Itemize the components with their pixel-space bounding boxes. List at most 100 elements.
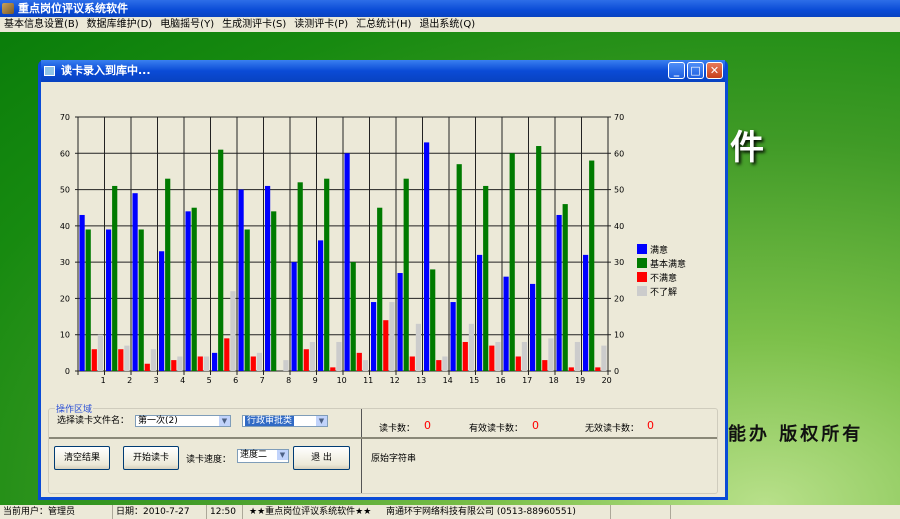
bar-基本满意-4 xyxy=(165,178,171,371)
bar-满意-9 xyxy=(291,262,297,371)
menu-read-card[interactable]: 读测评卡(P) xyxy=(294,19,349,30)
x-tick-label: 1 xyxy=(101,376,106,385)
bar-基本满意-13 xyxy=(403,178,409,371)
maximize-button[interactable]: □ xyxy=(687,62,704,79)
desktop-copyright: 能办 版权所有 xyxy=(728,424,864,445)
legend-item: 不满意 xyxy=(637,270,686,284)
bar-基本满意-8 xyxy=(271,211,277,371)
legend-label: 不了解 xyxy=(650,287,678,298)
bar-基本满意-16 xyxy=(483,185,489,371)
divider-horizontal xyxy=(49,437,717,439)
x-tick-label: 4 xyxy=(180,376,185,385)
bar-满意-3 xyxy=(132,193,138,371)
x-tick-label: 17 xyxy=(522,376,532,385)
speed-select[interactable]: 速度二 ▼ xyxy=(237,449,289,463)
bar-基本满意-14 xyxy=(430,269,436,371)
bar-满意-12 xyxy=(371,302,377,371)
bar-基本满意-6 xyxy=(218,149,224,371)
menu-basic-settings[interactable]: 基本信息设置(B) xyxy=(4,19,79,30)
legend-item: 不了解 xyxy=(637,284,686,298)
chevron-down-icon[interactable]: ▼ xyxy=(277,450,288,460)
menu-exit[interactable]: 退出系统(Q) xyxy=(419,19,476,30)
menu-generate-card[interactable]: 生成测评卡(S) xyxy=(222,19,287,30)
y-tick-label-right: 50 xyxy=(614,186,624,195)
chevron-down-icon[interactable]: ▼ xyxy=(219,416,230,426)
bar-不满意-1 xyxy=(91,349,97,371)
x-tick-label: 8 xyxy=(286,376,291,385)
bar-基本满意-9 xyxy=(297,182,303,371)
bar-满意-8 xyxy=(265,185,271,371)
menu-database[interactable]: 数据库维护(D) xyxy=(86,19,153,30)
y-tick-label-right: 30 xyxy=(614,258,624,267)
raw-string-label: 原始字符串 xyxy=(371,454,417,464)
bar-满意-13 xyxy=(397,273,403,371)
y-tick-label-right: 40 xyxy=(614,222,624,231)
x-tick-label: 2 xyxy=(127,376,132,385)
bar-满意-4 xyxy=(159,251,165,371)
bar-不了解-11 xyxy=(362,360,368,371)
exit-button[interactable]: 退 出 xyxy=(293,446,350,470)
bar-基本满意-10 xyxy=(324,178,330,371)
read-count-value: 0 xyxy=(424,419,431,432)
file-select-value: 第一次(2) xyxy=(138,416,178,426)
status-empty-2 xyxy=(670,505,900,519)
bar-不了解-2 xyxy=(124,345,130,371)
bar-基本满意-18 xyxy=(536,146,542,371)
x-tick-label: 10 xyxy=(337,376,347,385)
bar-不满意-6 xyxy=(224,338,230,371)
clear-results-button[interactable]: 清空结果 xyxy=(54,446,110,470)
bar-满意-14 xyxy=(424,142,430,371)
x-tick-label: 14 xyxy=(443,376,453,385)
x-tick-label: 18 xyxy=(549,376,559,385)
bar-基本满意-7 xyxy=(244,229,250,371)
bar-基本满意-12 xyxy=(377,207,383,371)
bar-基本满意-15 xyxy=(456,164,462,371)
divider-vertical xyxy=(361,409,362,493)
file-select[interactable]: 第一次(2) ▼ xyxy=(135,415,231,427)
x-tick-label: 5 xyxy=(207,376,212,385)
minimize-button[interactable]: _ xyxy=(668,62,685,79)
bar-基本满意-17 xyxy=(509,153,515,371)
status-empty-1 xyxy=(610,505,670,519)
bar-满意-1 xyxy=(79,214,85,371)
bar-不满意-14 xyxy=(436,360,442,371)
bar-满意-11 xyxy=(344,153,350,371)
legend-item: 满意 xyxy=(637,242,686,256)
bar-基本满意-20 xyxy=(589,160,595,371)
y-tick-label-right: 60 xyxy=(614,149,624,158)
bar-不了解-15 xyxy=(468,323,474,371)
bar-满意-20 xyxy=(583,254,589,371)
bar-不了解-17 xyxy=(521,341,527,371)
bar-基本满意-19 xyxy=(562,204,568,371)
bar-不满意-17 xyxy=(515,356,521,371)
bar-满意-16 xyxy=(477,254,483,371)
close-button[interactable]: ✕ xyxy=(706,62,723,79)
bar-不了解-8 xyxy=(283,360,289,371)
bar-不满意-9 xyxy=(303,349,309,371)
bar-不满意-10 xyxy=(330,367,336,371)
category-select[interactable]: 行政审批类 ▼ xyxy=(242,415,328,427)
menu-summary[interactable]: 汇总统计(H) xyxy=(356,19,412,30)
chart-legend: 满意基本满意不满意不了解 xyxy=(637,242,686,298)
dialog-titlebar[interactable]: 读卡录入到库中... _ □ ✕ xyxy=(41,60,725,82)
bar-满意-2 xyxy=(106,229,112,371)
invalid-count-value: 0 xyxy=(647,419,654,432)
app-icon xyxy=(2,3,14,14)
y-tick-label-right: 10 xyxy=(614,331,624,340)
menubar: 基本信息设置(B) 数据库维护(D) 电脑摇号(Y) 生成测评卡(S) 读测评卡… xyxy=(0,17,900,32)
start-read-button[interactable]: 开始读卡 xyxy=(123,446,179,470)
operation-area: 操作区域 选择读卡文件名： 第一次(2) ▼ 行政审批类 ▼ 读卡数： 0 有效读卡… xyxy=(48,402,718,494)
menu-lottery[interactable]: 电脑摇号(Y) xyxy=(160,19,215,30)
legend-label: 基本满意 xyxy=(650,259,687,270)
legend-label: 不满意 xyxy=(650,273,678,284)
valid-count-value: 0 xyxy=(532,419,539,432)
chevron-down-icon[interactable]: ▼ xyxy=(316,416,327,426)
invalid-count-label: 无效读卡数： xyxy=(585,424,640,434)
y-tick-label: 30 xyxy=(60,258,70,267)
legend-item: 基本满意 xyxy=(637,256,686,270)
operation-area-label: 操作区域 xyxy=(55,402,94,415)
y-tick-label: 10 xyxy=(60,331,70,340)
speed-label: 读卡速度： xyxy=(186,455,232,465)
bar-满意-7 xyxy=(238,189,244,371)
